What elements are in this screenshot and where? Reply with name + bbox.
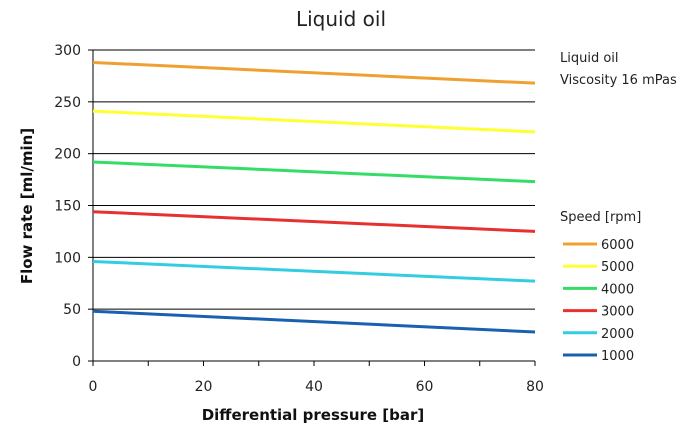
y-axis-label: Flow rate [ml/min] bbox=[18, 128, 36, 284]
y-tick-label: 50 bbox=[63, 302, 81, 318]
series-line-4000 bbox=[92, 160, 536, 184]
y-tick-label: 200 bbox=[54, 147, 81, 163]
x-tick-label: 40 bbox=[305, 379, 323, 395]
chart-title: Liquid oil bbox=[296, 7, 386, 31]
x-tick-label: 20 bbox=[195, 379, 213, 395]
y-tick-label: 250 bbox=[54, 95, 81, 111]
legend-label-2000: 2000 bbox=[601, 327, 634, 342]
annotations: Liquid oil Viscosity 16 mPas bbox=[560, 51, 677, 88]
annotation-text: Liquid oil bbox=[560, 51, 619, 66]
axes: 0 50 100 150 200 250 300 0 20 40 60 80 bbox=[54, 43, 544, 395]
y-tick-label: 100 bbox=[54, 250, 81, 266]
x-tick-label: 0 bbox=[89, 379, 98, 395]
legend-label-6000: 6000 bbox=[601, 238, 634, 253]
legend-label-5000: 5000 bbox=[601, 260, 634, 275]
series-lines bbox=[92, 60, 536, 334]
x-axis-label: Differential pressure [bar] bbox=[202, 406, 425, 424]
y-tick-label: 150 bbox=[54, 199, 81, 215]
y-tick-label: 0 bbox=[72, 354, 81, 370]
legend-label-3000: 3000 bbox=[601, 305, 634, 320]
x-tick-label: 60 bbox=[416, 379, 434, 395]
series-line-3000 bbox=[92, 210, 536, 233]
series-line-6000 bbox=[92, 60, 536, 85]
legend-title: Speed [rpm] bbox=[560, 210, 641, 225]
legend-label-1000: 1000 bbox=[601, 349, 634, 364]
series-line-1000 bbox=[92, 309, 536, 334]
series-line-2000 bbox=[92, 259, 536, 283]
legend-label-4000: 4000 bbox=[601, 282, 634, 297]
series-line-5000 bbox=[92, 109, 536, 134]
annotation-text: Viscosity 16 mPas bbox=[560, 73, 677, 88]
y-tick-label: 300 bbox=[54, 43, 81, 59]
x-tick-label: 80 bbox=[526, 379, 544, 395]
grid bbox=[93, 49, 535, 310]
legend: Speed [rpm] 6000 5000 4000 3000 2000 1000 bbox=[560, 210, 641, 364]
